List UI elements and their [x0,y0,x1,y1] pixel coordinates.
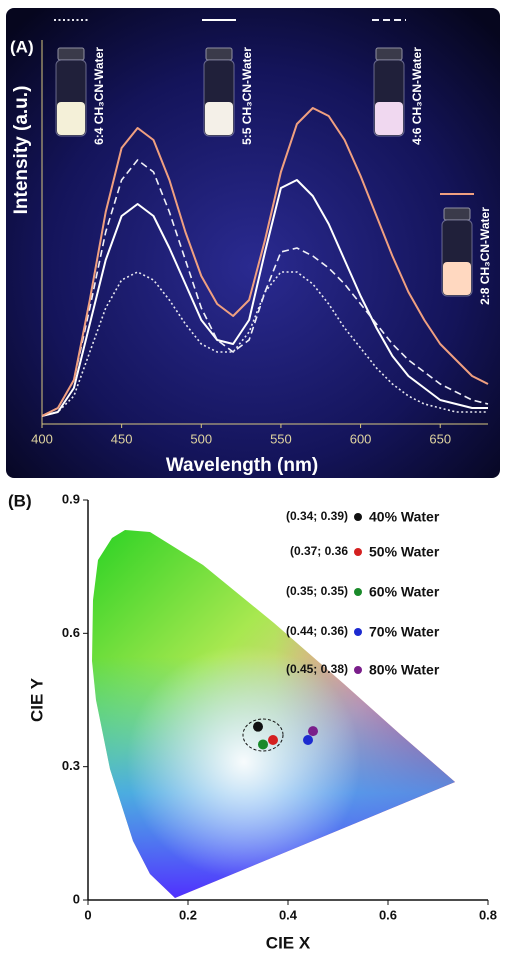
cie-gamut [92,530,455,898]
panel-label: (B) [8,491,32,510]
spectrum-line [41,159,489,417]
vial-liquid [57,102,85,135]
x-tick-label: 550 [270,431,292,446]
y-tick-label: 0.3 [62,758,80,773]
legend-marker [354,628,362,636]
vial-cap [205,47,233,61]
panel-label: (A) [10,37,34,56]
legend-label: 80% Water [369,662,440,678]
x-tick-label: 400 [31,431,53,446]
y-axis-label: CIE Y [27,677,46,722]
data-point [258,739,268,750]
legend-label: 40% Water [369,509,440,525]
legend-label: 6:4 CH₃CN-Water [92,47,106,145]
vial-cap [57,47,85,61]
x-axis-label: Wavelength (nm) [166,455,318,476]
x-axis-label: CIE X [266,933,311,952]
x-tick-label: 650 [429,431,451,446]
vial-cap [375,47,403,61]
spectrum-line [41,271,488,417]
point-label: (0.35; 0.35) [286,584,348,598]
legend-label: 70% Water [369,624,440,640]
data-point [268,735,278,745]
y-tick-label: 0.6 [62,625,80,640]
point-label: (0.37; 0.36 [290,544,348,558]
x-tick-label: 0 [84,907,91,922]
x-tick-label: 500 [190,431,212,446]
y-tick-label: 0.9 [62,491,80,506]
x-tick-label: 450 [111,431,133,446]
data-point [253,721,263,732]
legend-label: 5:5 CH₃CN-Water [240,47,254,145]
x-tick-label: 0.8 [479,907,497,922]
legend-label: 2:8 CH₃CN-Water [478,207,492,305]
x-tick-label: 0.4 [279,907,298,922]
legend-label: 60% Water [369,584,440,600]
highlight-circle [242,718,284,752]
point-label: (0.45; 0.38) [286,662,348,676]
legend-label: 4:6 CH₃CN-Water [410,47,424,145]
x-tick-label: 0.6 [379,907,397,922]
vial-liquid [205,102,233,135]
legend-marker [354,666,362,674]
data-point [308,726,318,737]
spectrum-line [41,107,489,417]
y-tick-label: 0 [73,891,80,906]
point-label: (0.44; 0.36) [286,624,348,638]
point-label: (0.34; 0.39) [286,509,348,523]
vial-cap [443,207,471,221]
x-tick-label: 600 [350,431,372,446]
legend-marker [354,513,362,521]
legend-marker [354,548,362,556]
legend-marker [354,588,362,596]
vial-liquid [375,102,403,135]
vial-liquid [443,262,471,295]
y-axis-label: Intensity (a.u.) [11,86,32,215]
x-tick-label: 0.2 [179,907,197,922]
data-point [303,735,313,745]
legend-label: 50% Water [369,544,440,560]
spectrum-line [41,179,488,417]
vials [55,47,473,297]
